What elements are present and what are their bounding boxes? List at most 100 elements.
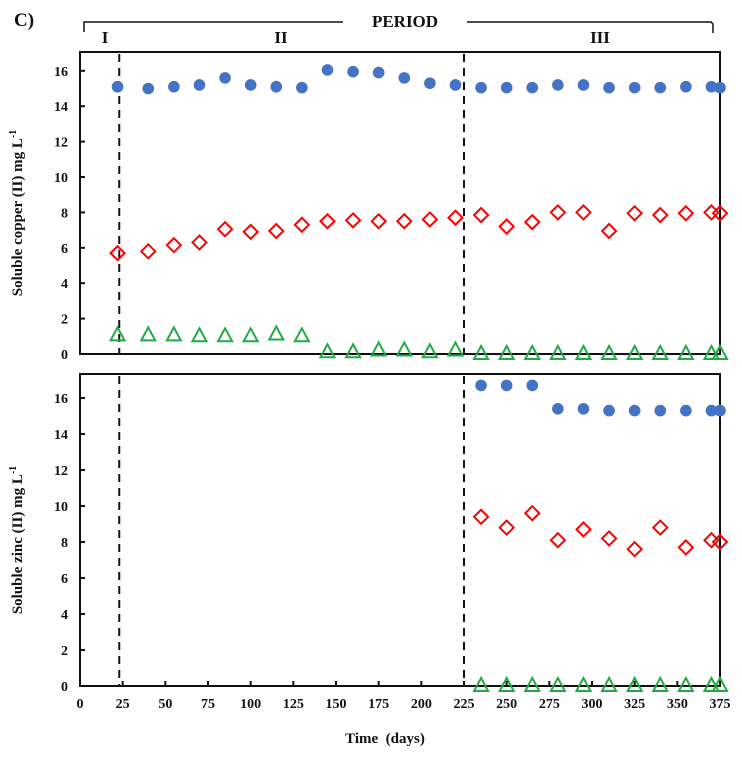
y-tick-label: 2	[61, 313, 68, 328]
y-tick-label: 12	[54, 464, 68, 479]
data-point-circle	[321, 64, 334, 76]
phase-label-2: II	[274, 28, 288, 47]
data-point-diamond	[549, 531, 567, 549]
data-point-circle	[628, 81, 641, 94]
data-point-diamond	[600, 222, 618, 240]
data-point-circle	[705, 80, 718, 93]
y-axis-label-text: Soluble copper (II) mg L	[10, 138, 26, 296]
x-axis-ticks: 0 25 50 75 100 125 150 175 200 225 250 275 300 325 350…	[77, 681, 731, 712]
data-point-triangle	[369, 340, 388, 357]
data-point-triangle	[216, 326, 234, 343]
x-tick-label: 100	[240, 697, 261, 712]
data-point-triangle	[711, 343, 729, 360]
y-axis-label: Soluble zinc (II) mg L-1	[8, 466, 26, 614]
data-point-diamond	[711, 533, 729, 551]
data-point-diamond	[651, 519, 669, 537]
data-point-diamond	[677, 538, 695, 556]
data-point-circle	[628, 404, 641, 417]
y-tick-label: 8	[61, 206, 68, 221]
data-point-diamond	[344, 211, 362, 229]
series-circle	[111, 64, 726, 95]
data-point-circle	[526, 379, 539, 392]
x-tick-label: 300	[582, 697, 603, 712]
y-tick-label: 2	[61, 644, 68, 659]
data-point-circle	[142, 82, 155, 95]
data-point-diamond	[191, 234, 208, 251]
period-bracket	[83, 21, 714, 33]
data-point-triangle	[702, 675, 721, 692]
data-point-circle	[577, 79, 590, 91]
data-point-diamond	[242, 223, 260, 241]
panel-label: C)	[14, 10, 34, 31]
data-point-circle	[372, 66, 385, 79]
copper-panel: 0 2 4 6 8 10 12 14 16 Soluble copper (II) mg L-1	[8, 51, 729, 363]
data-point-circle	[219, 72, 231, 84]
data-point-triangle	[139, 325, 157, 342]
data-point-triangle	[318, 342, 337, 359]
data-point-diamond	[293, 216, 311, 234]
phase-label-3: III	[590, 28, 610, 47]
data-point-diamond	[165, 236, 183, 254]
data-point-triangle	[625, 343, 644, 360]
x-tick-label: 50	[158, 697, 172, 712]
data-point-circle	[500, 81, 513, 94]
y-tick-label: 16	[54, 392, 68, 407]
y-tick-label: 0	[61, 680, 68, 695]
data-point-circle	[714, 81, 726, 94]
series-diamond	[109, 203, 729, 262]
y-axis-label-superscript: -1	[8, 130, 19, 138]
y-tick-label: 10	[54, 500, 68, 515]
x-tick-label: 325	[624, 697, 645, 712]
data-point-diamond	[447, 209, 464, 227]
data-point-triangle	[677, 343, 695, 360]
x-tick-label: 150	[326, 697, 347, 712]
data-point-triangle	[267, 324, 285, 341]
data-point-circle	[526, 81, 539, 94]
plot-frame	[79, 373, 721, 687]
data-point-triangle	[600, 343, 618, 360]
data-point-diamond	[109, 244, 126, 262]
plot-frame	[79, 51, 721, 355]
data-point-triangle	[190, 326, 209, 343]
y-axis-label: Soluble copper (II) mg L-1	[8, 130, 26, 296]
data-point-circle	[680, 80, 692, 93]
data-point-diamond	[472, 206, 490, 224]
data-point-circle	[552, 403, 564, 415]
data-point-diamond	[677, 204, 695, 222]
series-diamond	[472, 504, 729, 558]
data-point-triangle	[293, 326, 311, 343]
data-point-circle	[475, 379, 487, 392]
x-tick-label: 125	[283, 697, 304, 712]
data-point-triangle	[702, 343, 721, 360]
data-point-diamond	[626, 204, 644, 222]
y-tick-label: 6	[61, 242, 68, 257]
y-tick-label: 4	[61, 277, 68, 292]
data-point-triangle	[165, 325, 183, 342]
data-point-circle	[552, 79, 564, 91]
data-point-triangle	[549, 343, 567, 360]
data-point-triangle	[677, 675, 695, 692]
data-point-diamond	[626, 540, 644, 558]
data-point-circle	[500, 379, 513, 392]
data-point-triangle	[711, 675, 729, 692]
data-point-diamond	[370, 212, 388, 230]
data-point-triangle	[446, 340, 465, 357]
data-point-diamond	[523, 504, 541, 522]
period-title: PERIOD	[372, 12, 438, 31]
data-point-circle	[654, 404, 667, 417]
data-point-circle	[705, 404, 718, 417]
data-point-triangle	[421, 342, 439, 359]
data-point-circle	[680, 404, 692, 417]
data-point-triangle	[549, 675, 567, 692]
data-point-diamond	[472, 508, 490, 526]
data-point-triangle	[600, 675, 618, 692]
data-point-triangle	[497, 343, 516, 360]
data-point-diamond	[267, 222, 285, 240]
series-triangle	[108, 324, 729, 360]
data-point-circle	[603, 404, 615, 417]
x-tick-label: 175	[368, 697, 389, 712]
series-triangle	[472, 675, 729, 692]
data-point-circle	[449, 79, 462, 91]
data-point-diamond	[575, 520, 592, 538]
